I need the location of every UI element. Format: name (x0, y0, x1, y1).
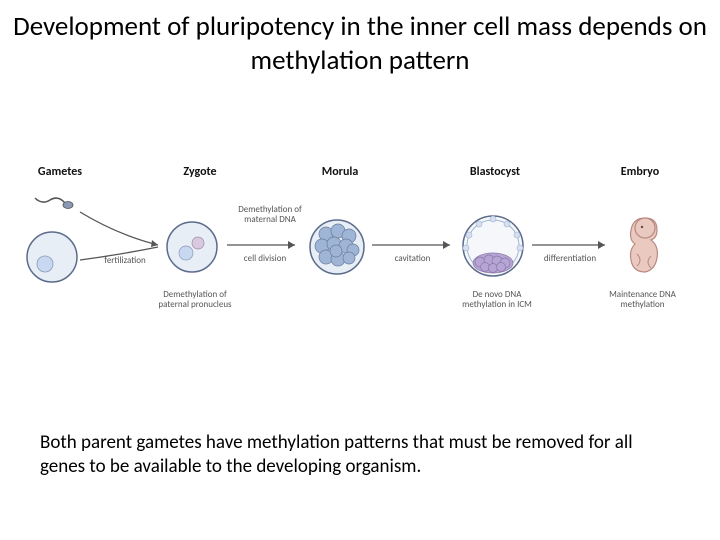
label-demeth-paternal: Demethylation of paternal pronucleus (155, 290, 235, 311)
arrow-cell-division (225, 237, 305, 253)
label-de-novo: De novo DNA methylation in ICM (452, 290, 542, 311)
stage-zygote: Zygote (160, 165, 240, 179)
label-fertilization: fertilization (95, 255, 155, 266)
label-cell-division: cell division (235, 253, 295, 264)
footer-caption: Both parent gametes have methylation pat… (40, 431, 680, 480)
label-differentiation: differentiation (535, 253, 605, 264)
sperm-icon (30, 195, 75, 220)
label-cavitation: cavitation (385, 253, 440, 264)
blastocyst-icon (460, 213, 526, 279)
embryo-icon (615, 210, 670, 280)
development-diagram: Gametes Zygote Morula Blastocyst Embryo … (0, 165, 720, 365)
morula-icon (308, 218, 366, 276)
page-title: Development of pluripotency in the inner… (0, 10, 720, 78)
zygote-icon (165, 220, 220, 275)
stage-blastocyst: Blastocyst (450, 165, 540, 179)
arrow-cavitation (370, 237, 460, 253)
stage-gametes: Gametes (20, 165, 100, 179)
arrow-differentiation (530, 237, 615, 253)
egg-icon (25, 230, 80, 285)
stage-embryo: Embryo (600, 165, 680, 179)
label-demeth-maternal: Demethylation of maternal DNA (235, 205, 305, 226)
label-maintenance: Maintenance DNA methylation (600, 290, 685, 311)
stage-morula: Morula (300, 165, 380, 179)
